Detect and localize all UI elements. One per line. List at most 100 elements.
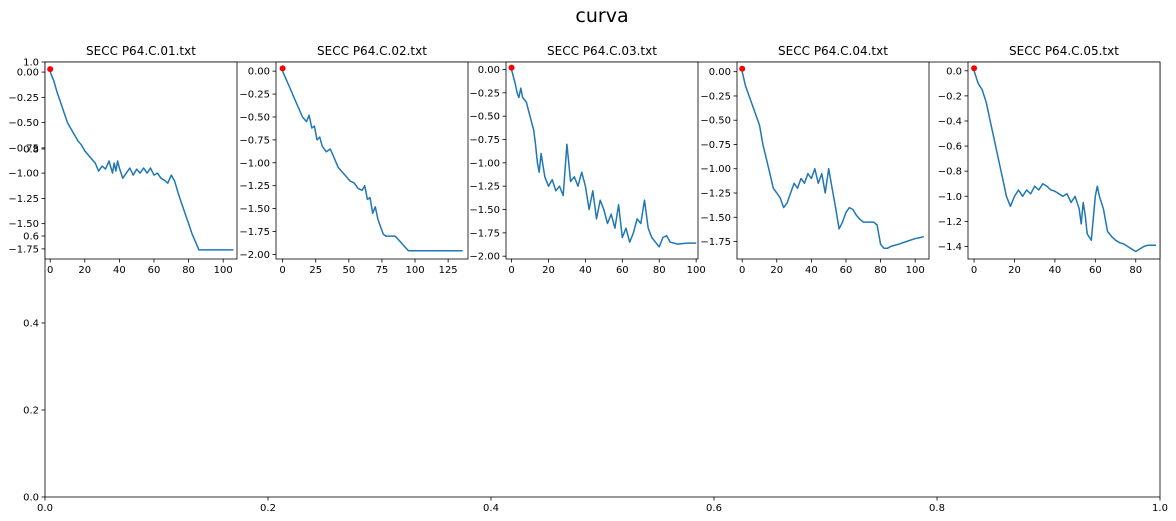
subplot-5: SECC P64.C.05.txt 0 20 40 60 80 0.0 −0.2 −0.4 −0.… [938, 44, 1161, 276]
subplot-title: SECC P64.C.02.txt [317, 44, 427, 58]
y-tick-label: 0.6 [23, 232, 39, 243]
y-tick-label: 0.00 [709, 67, 731, 78]
y-tick-label: −2.00 [239, 250, 270, 261]
x-tick-label: 20 [1008, 265, 1021, 276]
y-tick-label: −0.75 [239, 135, 270, 146]
y-tick-label: −1.0 [938, 192, 962, 203]
start-point-marker [508, 64, 515, 71]
x-tick-label: 125 [439, 265, 458, 276]
x-tick-label: 0 [971, 265, 977, 276]
y-tick-label: −1.00 [469, 158, 500, 169]
y-tick-label: −0.25 [8, 93, 39, 104]
x-tick-label: 75 [376, 265, 389, 276]
subplot-1: SECC P64.C.01.txt 0 20 40 60 80 100 0.00 −0.25 −0… [8, 44, 238, 276]
x-tick-label: 40 [805, 265, 818, 276]
x-tick-label: 0.4 [483, 503, 499, 514]
y-tick-label: −1.2 [938, 217, 962, 228]
subplot-title: SECC P64.C.04.txt [778, 44, 888, 58]
y-tick-label: −0.75 [469, 135, 500, 146]
x-tick-label: 20 [770, 265, 783, 276]
series-line [281, 70, 463, 252]
subplots: 0.0 0.2 0.4 0.6 0.8 1.00.00.20.40.60.81.0SECC… [8, 44, 1168, 514]
y-tick-label: −1.00 [8, 169, 39, 180]
x-tick-label: 60 [840, 265, 853, 276]
y-tick-label: −1.00 [239, 158, 270, 169]
subplot-4: SECC P64.C.04.txt 0 20 40 60 80 100 0.00 −0.25 −0… [700, 44, 930, 276]
x-tick-label: 60 [1089, 265, 1102, 276]
x-tick-label: 20 [78, 265, 91, 276]
y-tick-label: −1.25 [239, 181, 270, 192]
x-tick-label: 0 [739, 265, 745, 276]
y-tick-label: −1.50 [8, 219, 39, 230]
y-tick-label: 0.0 [946, 66, 962, 77]
x-tick-label: 100 [906, 265, 925, 276]
y-tick-label: 0.8 [23, 145, 39, 156]
x-tick-label: 40 [1049, 265, 1062, 276]
y-tick-label: 0.0 [23, 493, 39, 504]
axes-frame [736, 61, 930, 260]
plot-area [737, 62, 929, 259]
y-tick-label: −0.75 [700, 140, 731, 151]
y-tick-label: −0.25 [700, 91, 731, 102]
plot-area [968, 62, 1160, 259]
y-tick-label: −1.50 [700, 213, 731, 224]
x-tick-label: 0 [508, 265, 514, 276]
x-tick-label: 80 [874, 265, 887, 276]
x-tick-label: 1.0 [1152, 503, 1168, 514]
y-tick-label: −0.25 [239, 90, 270, 101]
y-tick-label: −1.4 [938, 242, 962, 253]
y-tick-label: −1.75 [700, 237, 731, 248]
y-tick-label: −0.8 [938, 167, 962, 178]
y-tick-label: −1.50 [469, 205, 500, 216]
start-point-marker [971, 65, 978, 72]
y-tick-label: −1.25 [469, 182, 500, 193]
subplot-3: SECC P64.C.03.txt 0 20 40 60 80 100 0.00 −0.25 −0… [469, 44, 705, 276]
y-tick-label: −0.50 [8, 118, 39, 129]
y-tick-label: 0.00 [17, 68, 39, 79]
series-line [49, 71, 234, 251]
x-tick-label: 40 [579, 265, 592, 276]
y-tick-label: −0.50 [239, 112, 270, 123]
y-tick-label: −1.75 [239, 227, 270, 238]
y-tick-label: 0.00 [478, 65, 500, 76]
y-tick-label: 0.4 [23, 319, 39, 330]
plot-area [506, 62, 698, 259]
x-tick-label: 60 [616, 265, 629, 276]
y-tick-label: −0.75 [8, 143, 39, 154]
figure-title: curva [575, 5, 628, 27]
x-tick-label: 0 [47, 265, 53, 276]
y-tick-label: −1.75 [469, 228, 500, 239]
y-tick-label: 0.00 [248, 67, 270, 78]
y-tick-label: −1.00 [700, 164, 731, 175]
y-tick-label: 1.0 [23, 58, 39, 69]
series-line [973, 70, 1156, 253]
subplot-title: SECC P64.C.01.txt [86, 44, 196, 58]
x-tick-label: 20 [542, 265, 555, 276]
x-tick-label: 100 [405, 265, 424, 276]
axes-frame [505, 61, 699, 260]
y-tick-label: −0.4 [938, 116, 962, 127]
y-tick-label: −0.25 [469, 88, 500, 99]
x-tick-label: 80 [1129, 265, 1142, 276]
x-tick-label: 60 [148, 265, 161, 276]
x-tick-label: 100 [214, 265, 233, 276]
y-tick-label: 0.2 [23, 406, 39, 417]
x-tick-label: 0 [279, 265, 285, 276]
y-tick-label: −1.25 [700, 189, 731, 200]
x-tick-label: 0.8 [929, 503, 945, 514]
start-point-marker [739, 65, 746, 72]
start-point-marker [47, 66, 54, 73]
plot-area [276, 62, 468, 259]
subplot-title: SECC P64.C.03.txt [547, 44, 657, 58]
y-tick-label: −0.50 [469, 112, 500, 123]
x-tick-label: 40 [113, 265, 126, 276]
x-tick-label: 80 [182, 265, 195, 276]
x-tick-label: 50 [342, 265, 355, 276]
y-tick-label: −1.50 [239, 204, 270, 215]
y-tick-label: −1.75 [8, 244, 39, 255]
series-line [741, 71, 924, 250]
y-tick-label: −2.00 [469, 252, 500, 263]
axes-frame [275, 61, 469, 260]
y-tick-label: −0.6 [938, 142, 962, 153]
